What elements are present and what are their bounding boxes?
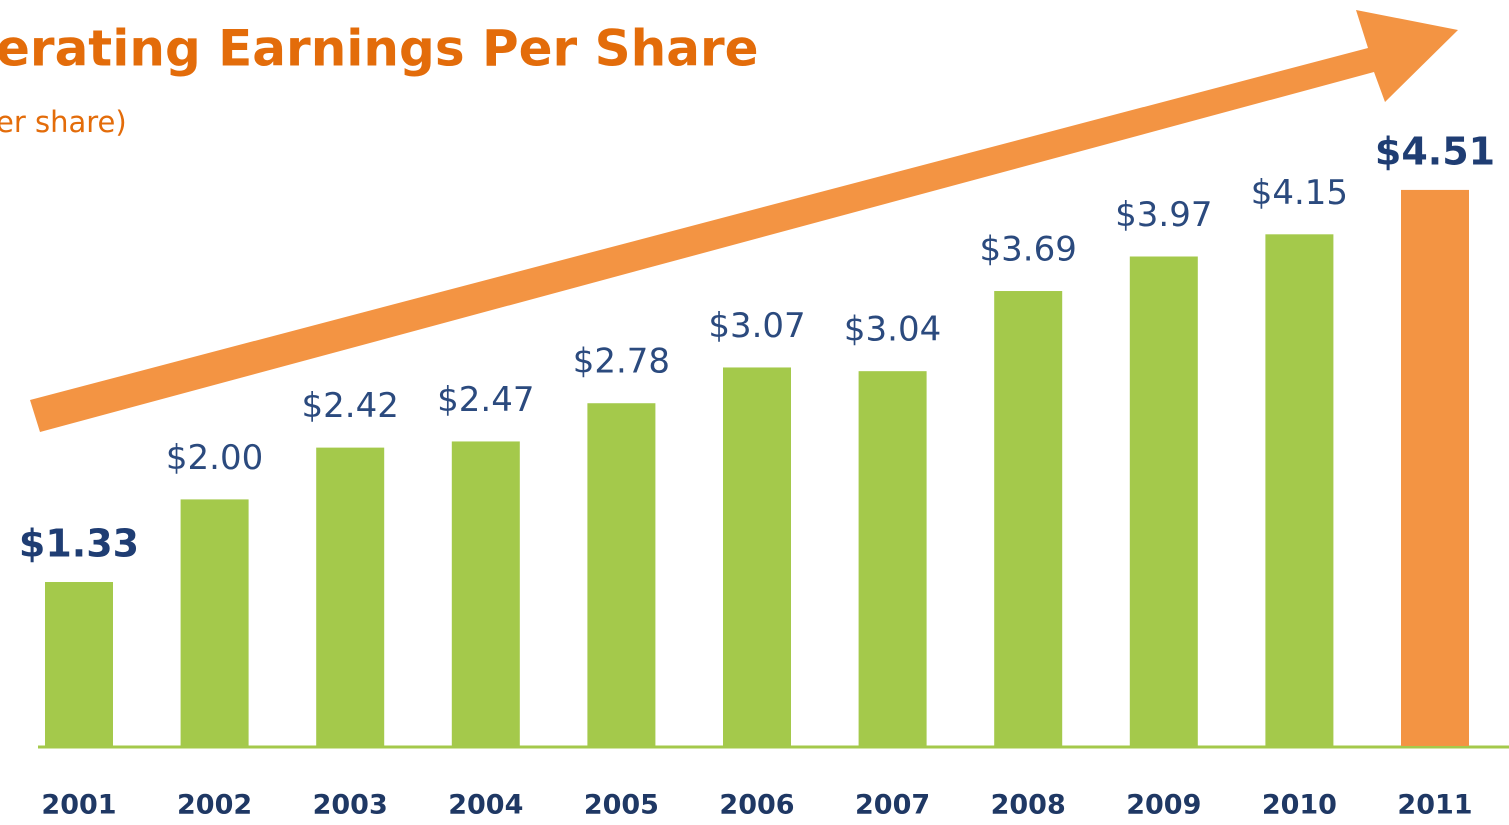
bar [1129, 256, 1198, 746]
x-tick-label: 2011 [1397, 790, 1472, 821]
value-label: $2.47 [437, 380, 534, 420]
x-tick-label: 2002 [177, 790, 252, 821]
value-label: $1.33 [19, 522, 139, 566]
value-label: $4.51 [1375, 129, 1495, 173]
value-label: $3.69 [980, 230, 1077, 270]
bar [180, 499, 249, 746]
x-tick-label: 2003 [313, 790, 388, 821]
x-tick-label: 2005 [584, 790, 659, 821]
bar [1401, 189, 1469, 747]
value-label: $3.97 [1115, 195, 1212, 235]
x-tick-label: 2010 [1262, 790, 1337, 821]
value-label: $3.04 [844, 310, 941, 350]
x-tick-label: 2008 [991, 790, 1066, 821]
bar [1265, 234, 1334, 746]
bar [994, 291, 1063, 746]
value-label: $2.00 [166, 438, 263, 478]
x-tick-label: 2004 [448, 790, 523, 821]
x-tick-label: 2009 [1126, 790, 1201, 821]
chart-title: erating Earnings Per Share [0, 20, 759, 78]
chart-subtitle: er share) [0, 105, 127, 139]
value-label: $2.78 [573, 342, 670, 382]
x-tick-label: 2006 [719, 790, 794, 821]
bar [45, 582, 113, 746]
value-label: $3.07 [708, 306, 805, 346]
bar [316, 447, 385, 746]
x-tick-label: 2007 [855, 790, 930, 821]
value-label: $2.42 [302, 386, 399, 426]
bar [587, 403, 656, 746]
x-tick-label: 2001 [41, 790, 116, 821]
value-label: $4.15 [1251, 173, 1348, 213]
bar [723, 367, 791, 746]
bar [858, 371, 927, 746]
trend-arrow [30, 10, 1458, 432]
bar [451, 441, 520, 746]
